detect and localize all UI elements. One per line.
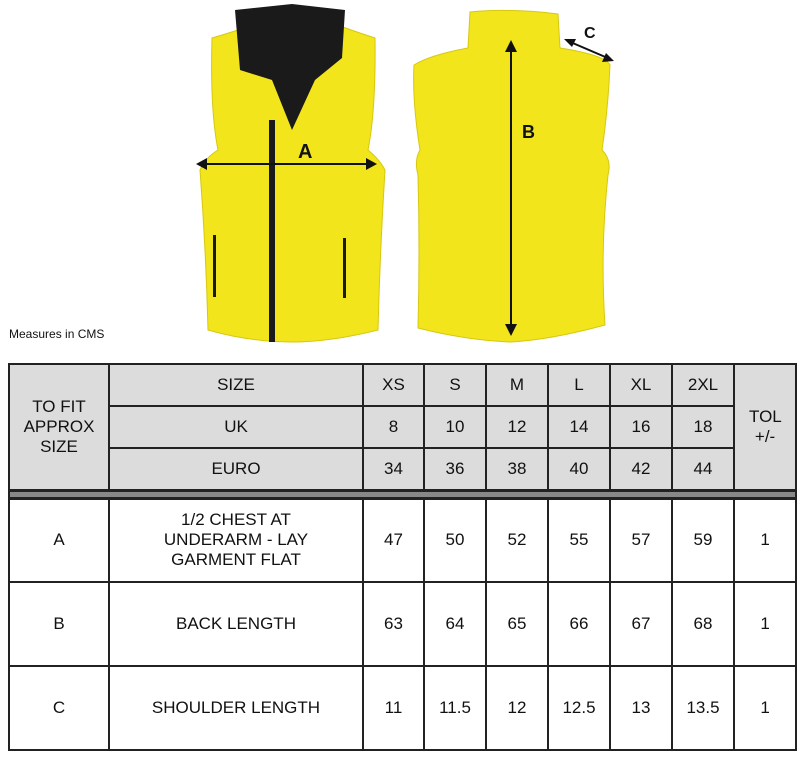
- header-label: EURO: [108, 447, 364, 491]
- header-value: S: [423, 363, 487, 407]
- measure-value: 66: [547, 581, 611, 667]
- tolerance-value: 1: [732, 497, 798, 583]
- header-value: 8: [362, 405, 425, 449]
- header-value: 10: [423, 405, 487, 449]
- header-value: 12: [485, 405, 549, 449]
- header-value: 34: [362, 447, 425, 491]
- measure-value: 50: [423, 497, 487, 583]
- measure-label: BACK LENGTH: [108, 581, 364, 667]
- measure-label: SHOULDER LENGTH: [108, 665, 364, 751]
- header-row: UK 8 10 12 14 16 18: [9, 405, 796, 449]
- label-b: B: [522, 122, 535, 142]
- header-value: 42: [609, 447, 673, 491]
- header-value: 44: [671, 447, 735, 491]
- measure-value: 63: [362, 581, 425, 667]
- measure-value: 68: [671, 581, 735, 667]
- vest-front: A: [196, 4, 386, 343]
- measure-value: 57: [609, 497, 673, 583]
- header-value: XS: [362, 363, 425, 407]
- measure-value: 59: [671, 497, 735, 583]
- measure-value: 55: [547, 497, 611, 583]
- measure-value: 64: [423, 581, 487, 667]
- header-value: 40: [547, 447, 611, 491]
- measure-value: 12.5: [547, 665, 611, 751]
- header-value: XL: [609, 363, 673, 407]
- header-row: EURO 34 36 38 40 42 44: [9, 447, 796, 491]
- label-a: A: [298, 141, 312, 163]
- vest-back: B C: [413, 9, 614, 343]
- measure-value: 65: [485, 581, 549, 667]
- measure-code: B: [8, 581, 110, 667]
- header-row: TO FIT APPROX SIZE SIZE XS S M L XL 2XL TOL +/-: [8, 363, 798, 491]
- header-label: UK: [108, 405, 364, 449]
- separator-bar: [7, 488, 798, 500]
- vest-illustration: A B C: [196, 4, 614, 343]
- measure-value: 13.5: [671, 665, 735, 751]
- measure-value: 11.5: [423, 665, 487, 751]
- size-chart-table: TO FIT APPROX SIZE SIZE XS S M L XL 2XL TOL +/- U…: [7, 363, 798, 751]
- measure-value: 67: [609, 581, 673, 667]
- header-value: M: [485, 363, 549, 407]
- measure-value: 13: [609, 665, 673, 751]
- header-value: L: [547, 363, 611, 407]
- tolerance-value: 1: [732, 665, 798, 751]
- measure-code: A: [8, 497, 110, 583]
- header-value: 36: [423, 447, 487, 491]
- measure-value: 12: [485, 665, 549, 751]
- header-value: 18: [671, 405, 735, 449]
- tolerance-value: 1: [732, 581, 798, 667]
- header-label: SIZE: [108, 363, 364, 407]
- measure-value: 47: [362, 497, 425, 583]
- measure-code: C: [8, 665, 110, 751]
- table-row: C SHOULDER LENGTH 11 11.5 12 12.5 13 13.5 1: [8, 665, 798, 751]
- header-value: 16: [609, 405, 673, 449]
- header-value: 2XL: [671, 363, 735, 407]
- units-note: Measures in CMS: [9, 327, 105, 341]
- measure-value: 11: [362, 665, 425, 751]
- header-value: 14: [547, 405, 611, 449]
- fit-label: TO FIT APPROX SIZE: [8, 363, 110, 491]
- measure-label: 1/2 CHEST AT UNDERARM - LAY GARMENT FLAT: [108, 497, 364, 583]
- table-row: B BACK LENGTH 63 64 65 66 67 68 1: [8, 581, 798, 667]
- separator: [7, 488, 798, 500]
- table-row: A 1/2 CHEST AT UNDERARM - LAY GARMENT FLA…: [8, 497, 798, 583]
- header-value: 38: [485, 447, 549, 491]
- tol-label: TOL +/-: [732, 363, 798, 491]
- label-c: C: [584, 25, 596, 42]
- measure-value: 52: [485, 497, 549, 583]
